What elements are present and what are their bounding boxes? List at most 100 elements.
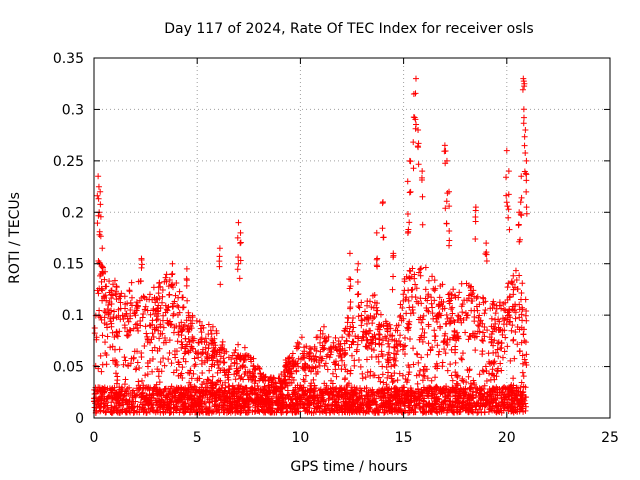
data-point [503,399,510,406]
data-point [341,376,348,383]
data-point [466,392,473,399]
data-point [354,399,361,406]
data-point [373,405,380,412]
data-point [502,385,509,392]
data-point [502,334,509,341]
data-point [454,317,461,324]
data-point [161,278,168,285]
data-point [180,323,187,330]
data-point [444,367,451,374]
data-point [114,333,121,340]
data-point [270,379,277,386]
data-point [429,304,436,311]
data-point [130,325,137,332]
data-point [295,363,302,370]
data-point [476,371,483,378]
data-point [384,409,391,416]
data-point [233,402,240,409]
data-point [183,275,190,282]
data-point [288,379,295,386]
data-point [311,382,318,389]
data-point [349,338,356,345]
data-point [146,391,153,398]
data-point [516,314,523,321]
data-point [137,318,144,325]
data-point [490,301,497,308]
data-point [460,378,467,385]
data-point [469,391,476,398]
data-point [257,402,264,409]
data-point [410,165,417,172]
data-point [143,330,150,337]
data-point [439,386,446,393]
data-point [399,305,406,312]
data-point [446,228,453,235]
data-point [209,361,216,368]
data-point [184,341,191,348]
data-point [511,398,518,405]
data-point [100,407,107,414]
data-point [500,402,507,409]
data-point [441,346,448,353]
data-point [472,235,479,242]
data-point [443,157,450,164]
data-point [492,402,499,409]
y-tick-label: 0.2 [62,205,84,221]
data-point [201,359,208,366]
data-point [221,359,228,366]
data-point [262,400,269,407]
data-point [164,401,171,408]
data-point [307,385,314,392]
data-point [126,326,133,333]
data-point [317,327,324,334]
data-point [412,281,419,288]
data-point [325,333,332,340]
data-point [281,402,288,409]
data-point [97,352,104,359]
data-point [441,142,448,149]
data-point [498,409,505,416]
data-point [301,348,308,355]
data-point [482,250,489,257]
y-axis-label: ROTI / TECUs [7,192,23,284]
data-point [172,388,179,395]
data-point [179,327,186,334]
data-point [98,316,105,323]
data-point [133,299,140,306]
data-point [254,383,261,390]
data-point [104,306,111,313]
data-point [140,405,147,412]
data-point [364,302,371,309]
data-point [489,366,496,373]
data-point [156,295,163,302]
data-point [492,349,499,356]
data-point [373,389,380,396]
data-point [113,389,120,396]
data-point [357,363,364,370]
data-point [479,329,486,336]
data-point [335,388,342,395]
data-point [518,311,525,318]
data-point [450,286,457,293]
data-point [521,133,528,140]
data-point [298,334,305,341]
data-point [472,347,479,354]
data-point [97,272,104,279]
data-point [363,314,370,321]
data-point [199,408,206,415]
axis-ticks: 0 0.05 0.1 0.15 0.2 0.25 0.3 0.35 0 5 10 15 20 25 [53,51,619,446]
data-point [235,353,242,360]
data-point [520,373,527,380]
data-point [216,263,223,270]
data-point [355,333,362,340]
data-point [476,323,483,330]
data-point [339,408,346,415]
data-point [375,409,382,416]
data-point [394,341,401,348]
data-point [300,384,307,391]
data-point [236,275,243,282]
data-point [167,406,174,413]
data-point [474,307,481,314]
data-point [518,173,525,180]
data-point [91,330,98,337]
